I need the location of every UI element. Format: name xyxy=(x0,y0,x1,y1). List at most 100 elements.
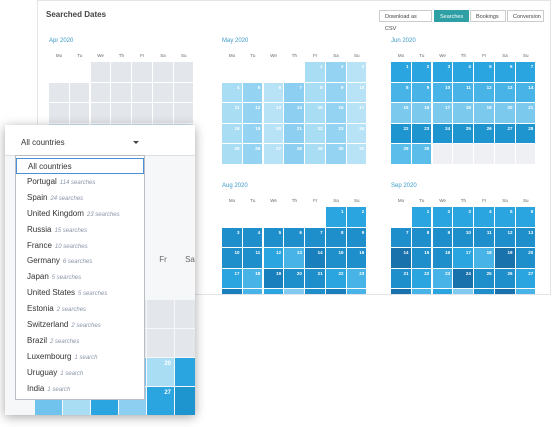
day-cell[interactable]: 15 xyxy=(326,248,346,268)
day-cell[interactable]: 13 xyxy=(263,103,284,123)
day-cell[interactable]: 6 xyxy=(495,62,515,82)
day-cell[interactable]: 10 xyxy=(432,82,453,103)
country-option[interactable]: United Kingdom 23 searches xyxy=(16,206,144,222)
day-cell[interactable]: 11 xyxy=(222,103,242,123)
day-cell[interactable]: 7 xyxy=(515,62,536,82)
day-cell[interactable]: 2 xyxy=(326,62,346,82)
day-cell[interactable]: 28 xyxy=(284,144,304,164)
day-cell[interactable]: 8 xyxy=(411,227,432,248)
day-cell[interactable]: 1 xyxy=(411,207,432,227)
day-cell[interactable]: 25 xyxy=(453,123,473,144)
day-cell[interactable]: 24 xyxy=(432,123,453,144)
day-cell[interactable]: 14 xyxy=(305,248,325,268)
day-cell[interactable]: 4 xyxy=(474,207,494,227)
day-cell[interactable]: 20 xyxy=(515,248,536,268)
toggle-button[interactable]: Searches xyxy=(434,10,469,22)
day-cell[interactable]: 11 xyxy=(242,248,263,268)
day-cell[interactable]: 22 xyxy=(305,123,325,144)
day-cell[interactable]: 13 xyxy=(515,227,536,248)
day-cell[interactable]: 3 xyxy=(346,62,367,82)
country-option[interactable]: Russia 15 searches xyxy=(16,222,144,238)
day-cell[interactable]: 24 xyxy=(453,268,473,289)
day-cell[interactable]: 16 xyxy=(411,103,432,123)
day-cell[interactable]: 2 xyxy=(432,207,453,227)
day-cell[interactable]: 7 xyxy=(305,227,325,248)
day-cell[interactable]: 21 xyxy=(305,268,325,289)
day-cell[interactable]: 4 xyxy=(242,227,263,248)
day-cell[interactable]: 19 xyxy=(474,103,494,123)
day-cell[interactable]: 16 xyxy=(432,248,453,268)
day-cell[interactable]: 10 xyxy=(453,227,473,248)
day-cell[interactable]: 17 xyxy=(222,268,242,289)
day-cell[interactable]: 25 xyxy=(474,268,494,289)
country-option[interactable]: Estonia 2 searches xyxy=(16,301,144,317)
day-cell[interactable]: 17 xyxy=(346,103,367,123)
day-cell[interactable]: 31 xyxy=(346,144,367,164)
day-cell[interactable]: 29 xyxy=(305,144,325,164)
day-cell[interactable]: 6 xyxy=(515,207,536,227)
country-option[interactable]: Luxembourg 1 search xyxy=(16,349,144,365)
day-cell[interactable]: 8 xyxy=(305,82,325,103)
day-cell[interactable]: 21 xyxy=(515,103,536,123)
day-cell[interactable]: 23 xyxy=(326,123,346,144)
day-cell[interactable]: 17 xyxy=(453,248,473,268)
day-cell[interactable]: 13 xyxy=(284,248,304,268)
day-cell[interactable]: 30 xyxy=(326,144,346,164)
day-cell[interactable]: 3 xyxy=(222,227,242,248)
day-cell[interactable]: 15 xyxy=(305,103,325,123)
day-cell[interactable]: 30 xyxy=(411,144,432,164)
toggle-button[interactable]: Download as CSV xyxy=(379,10,432,32)
day-cell[interactable]: 1 xyxy=(326,207,346,227)
day-cell[interactable]: 28 xyxy=(515,123,536,144)
day-cell[interactable]: 29 xyxy=(391,144,411,164)
day-cell[interactable]: 14 xyxy=(284,103,304,123)
day-cell[interactable]: 18 xyxy=(242,268,263,289)
country-option[interactable]: United States 5 searches xyxy=(16,285,144,301)
day-cell[interactable]: 22 xyxy=(326,268,346,289)
day-cell[interactable]: 9 xyxy=(326,82,346,103)
day-cell[interactable]: 13 xyxy=(495,82,515,103)
day-cell[interactable]: 19 xyxy=(242,123,263,144)
day-cell[interactable]: 8 xyxy=(326,227,346,248)
day-cell[interactable]: 21 xyxy=(284,123,304,144)
day-cell[interactable]: 16 xyxy=(346,248,367,268)
day-cell[interactable]: 11 xyxy=(474,227,494,248)
day-cell[interactable]: 1 xyxy=(391,62,411,82)
country-option[interactable]: Japan 5 searches xyxy=(16,269,144,285)
country-option[interactable]: France 10 searches xyxy=(16,238,144,254)
day-cell[interactable]: 8 xyxy=(391,82,411,103)
toggle-button[interactable]: Conversion xyxy=(507,10,544,22)
country-option[interactable]: Spain 24 searches xyxy=(16,190,144,206)
day-cell[interactable]: 22 xyxy=(391,123,411,144)
day-cell[interactable]: 1 xyxy=(305,62,325,82)
day-cell[interactable]: 9 xyxy=(432,227,453,248)
country-option[interactable]: All countries xyxy=(16,158,144,174)
day-cell[interactable]: 23 xyxy=(432,268,453,289)
day-cell[interactable]: 19 xyxy=(495,248,515,268)
day-cell[interactable]: 14 xyxy=(391,248,411,268)
day-cell[interactable]: 9 xyxy=(346,227,367,248)
day-cell[interactable]: 10 xyxy=(222,248,242,268)
country-option[interactable]: India 1 search xyxy=(16,381,144,397)
day-cell[interactable]: 2 xyxy=(346,207,367,227)
day-cell[interactable]: 23 xyxy=(411,123,432,144)
day-cell[interactable]: 20 xyxy=(263,123,284,144)
day-cell[interactable]: 12 xyxy=(474,82,494,103)
day-cell[interactable]: 20 xyxy=(495,103,515,123)
day-cell[interactable]: 5 xyxy=(495,207,515,227)
day-cell[interactable]: 21 xyxy=(391,268,411,289)
day-cell[interactable]: 12 xyxy=(263,248,284,268)
country-option[interactable]: Portugal 114 searches xyxy=(16,174,144,190)
day-cell[interactable]: 7 xyxy=(284,82,304,103)
day-cell[interactable]: 16 xyxy=(326,103,346,123)
day-cell[interactable]: 9 xyxy=(411,82,432,103)
day-cell[interactable]: 26 xyxy=(495,268,515,289)
day-cell[interactable]: 17 xyxy=(432,103,453,123)
day-cell[interactable]: 22 xyxy=(411,268,432,289)
day-cell[interactable]: 18 xyxy=(453,103,473,123)
day-cell[interactable]: 4 xyxy=(222,82,242,103)
day-cell[interactable]: 27 xyxy=(515,268,536,289)
day-cell[interactable]: 27 xyxy=(495,123,515,144)
country-option[interactable]: Brazil 2 searches xyxy=(16,333,144,349)
day-cell[interactable]: 20 xyxy=(284,268,304,289)
